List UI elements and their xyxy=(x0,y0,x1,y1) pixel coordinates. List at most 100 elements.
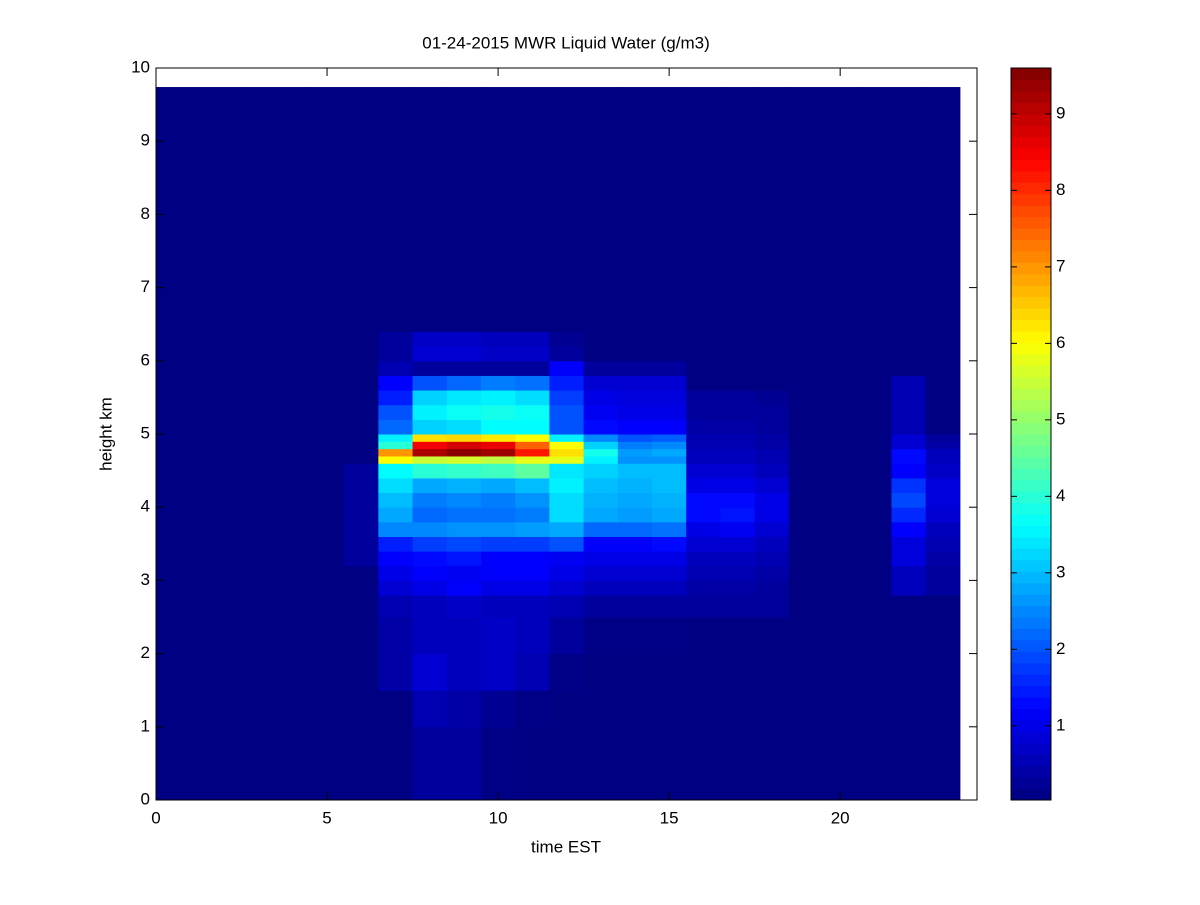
heat-cell xyxy=(686,419,721,435)
heat-cell xyxy=(241,360,277,376)
heat-cell xyxy=(173,536,208,552)
heat-cell xyxy=(583,331,619,347)
heat-cell xyxy=(788,463,824,479)
colorbar-swatch xyxy=(1011,251,1051,263)
heat-cell xyxy=(583,726,619,800)
heat-cell xyxy=(515,434,550,442)
heat-cell xyxy=(344,617,379,655)
heat-cell xyxy=(823,653,858,691)
heat-cell xyxy=(378,551,414,567)
heat-cell xyxy=(788,477,824,494)
heat-cell xyxy=(241,441,277,450)
heat-cell xyxy=(309,507,345,523)
heat-cell xyxy=(309,346,345,362)
heat-cell xyxy=(446,551,482,567)
heat-cell xyxy=(583,580,619,596)
heat-cell xyxy=(309,463,345,479)
colorbar-swatch xyxy=(1011,68,1051,80)
heat-cell xyxy=(583,287,619,333)
heat-cell xyxy=(925,331,961,347)
heat-cell xyxy=(173,507,208,523)
heat-cell xyxy=(173,492,208,508)
colorbar-swatch xyxy=(1011,651,1051,664)
heat-cell xyxy=(241,565,277,581)
heat-cell xyxy=(686,507,721,523)
heat-cell xyxy=(344,477,379,494)
heat-cell xyxy=(925,346,961,362)
heat-cell xyxy=(720,434,756,442)
heat-cell xyxy=(754,375,790,391)
heat-cell xyxy=(891,455,927,464)
heat-cell xyxy=(207,565,243,581)
colorbar-swatch xyxy=(1011,353,1051,366)
heat-cell xyxy=(891,551,927,567)
heat-cell xyxy=(925,419,961,435)
heat-cell xyxy=(309,551,345,567)
heat-cell xyxy=(446,87,482,289)
heat-cell xyxy=(446,580,482,596)
heat-cell xyxy=(788,455,824,464)
heat-cell xyxy=(925,690,961,728)
heat-cell xyxy=(652,346,687,362)
colorbar-swatch xyxy=(1011,273,1051,286)
heat-cell xyxy=(686,492,721,508)
colorbar-tick-label: 4 xyxy=(1056,486,1065,505)
heat-cell xyxy=(652,580,687,596)
heat-cell xyxy=(344,87,379,289)
heat-cell xyxy=(173,617,208,655)
heat-cell xyxy=(617,521,653,537)
heat-cell xyxy=(515,375,550,391)
heat-cell xyxy=(241,463,277,479)
heat-cell xyxy=(173,653,208,691)
heat-cell xyxy=(241,477,277,494)
heat-cell xyxy=(412,331,448,347)
heat-cell xyxy=(686,87,721,289)
heat-cell xyxy=(754,617,790,655)
heat-cell xyxy=(412,419,448,435)
heat-cell xyxy=(515,580,550,596)
heat-cell xyxy=(344,536,379,552)
heat-cell xyxy=(891,390,927,406)
heat-cell xyxy=(412,346,448,362)
heat-cell xyxy=(480,617,516,655)
heat-cell xyxy=(480,690,516,728)
heat-cell xyxy=(309,492,345,508)
heat-cell xyxy=(925,595,961,618)
heat-cell xyxy=(412,565,448,581)
heat-cell xyxy=(754,360,790,376)
heat-cell xyxy=(344,690,379,728)
heat-cell xyxy=(754,287,790,333)
heat-cell xyxy=(617,441,653,450)
heat-cell xyxy=(515,404,550,420)
heat-cell xyxy=(378,360,414,376)
heat-cell xyxy=(754,455,790,464)
heat-cell xyxy=(173,726,208,800)
heat-cell xyxy=(241,346,277,362)
heat-cell xyxy=(156,521,174,537)
heat-cell xyxy=(617,507,653,523)
heat-cell xyxy=(156,690,174,728)
heat-cell xyxy=(891,521,927,537)
heat-cell xyxy=(925,463,961,479)
heat-cell xyxy=(309,690,345,728)
heat-cell xyxy=(617,492,653,508)
heat-cell xyxy=(241,455,277,464)
heat-cell xyxy=(549,477,585,494)
heat-cell xyxy=(686,441,721,450)
heat-cell xyxy=(857,287,892,333)
heat-cell xyxy=(309,455,345,464)
heat-cell xyxy=(788,287,824,333)
heat-cell xyxy=(549,580,585,596)
heat-cell xyxy=(583,375,619,391)
heat-cell xyxy=(652,455,687,464)
heat-cell xyxy=(857,580,892,596)
y-tick-label: 8 xyxy=(141,204,150,223)
heat-cell xyxy=(515,287,550,333)
heat-cell xyxy=(925,551,961,567)
heat-cell xyxy=(515,87,550,289)
heat-cell xyxy=(754,507,790,523)
heat-cell xyxy=(823,617,858,655)
heat-cell xyxy=(480,434,516,442)
heat-cell xyxy=(412,434,448,442)
heat-cell xyxy=(720,375,756,391)
